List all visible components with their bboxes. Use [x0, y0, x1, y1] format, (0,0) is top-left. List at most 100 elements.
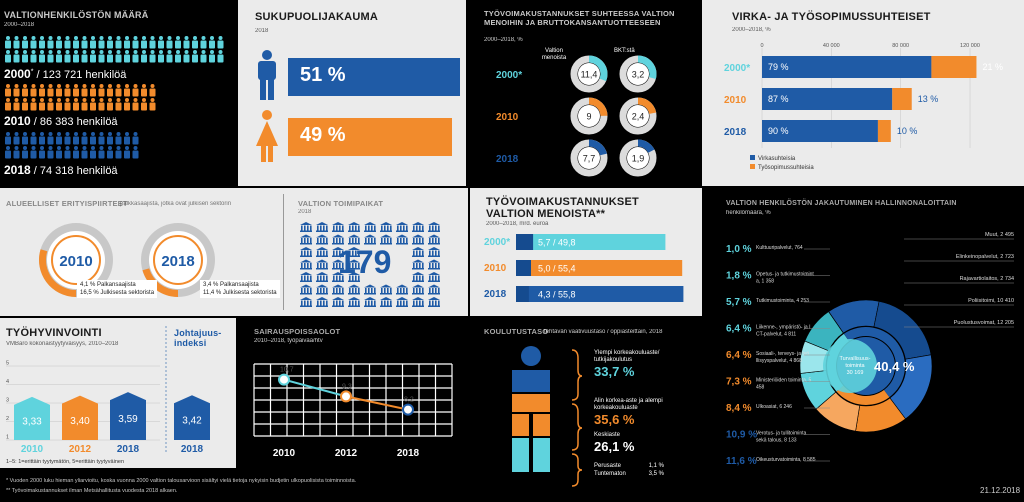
person-body [90, 150, 96, 159]
person-head [167, 36, 172, 40]
person-body [115, 40, 122, 49]
donut-value-arc [638, 97, 657, 114]
person-body [64, 88, 71, 97]
sector-label: Kulttuuripalvelut, 764 [756, 245, 803, 251]
building-column [413, 225, 415, 231]
building-roof [412, 234, 424, 238]
building-column [336, 275, 338, 281]
person-head [116, 50, 121, 54]
labor-cost-bar [516, 260, 531, 276]
donut-value-arc [589, 139, 607, 156]
sector-pct: 10,9 % [726, 430, 757, 441]
absences-value: 9,3 [342, 383, 352, 390]
person-body [98, 102, 105, 111]
person-icon [30, 50, 37, 63]
person-head [82, 36, 87, 40]
building-base [300, 268, 312, 270]
building-column [301, 288, 303, 293]
building-column [358, 238, 360, 243]
absences-line-segment [283, 378, 347, 398]
person-body [149, 88, 156, 97]
female-pct: 49 % [300, 124, 346, 146]
building-column [419, 300, 421, 306]
person-body [124, 102, 130, 111]
edu-item-3-pct: 26,1 % [594, 439, 635, 454]
building-column [429, 263, 431, 268]
building-roof [332, 247, 344, 250]
building-column [307, 275, 309, 281]
person-head [23, 132, 27, 136]
sector-pct: 6,4 % [726, 324, 752, 335]
building-column [333, 300, 335, 306]
person-body [115, 54, 122, 63]
person-body [107, 150, 113, 159]
person-body [56, 102, 62, 111]
building-roof [428, 284, 440, 288]
building-column [301, 263, 303, 268]
staff-label-2018: 2018 / 74 318 henkilöä [4, 163, 118, 177]
building-column [317, 275, 319, 281]
building-roof [316, 222, 328, 225]
person-head [65, 98, 70, 102]
building-roof [380, 234, 392, 238]
person-head [116, 132, 121, 136]
building-column [339, 275, 341, 281]
building-column [339, 225, 341, 231]
building-icon [428, 222, 440, 232]
person-icon [107, 50, 113, 63]
building-column [368, 238, 370, 243]
donut-label: 1,9 [632, 154, 645, 164]
person-icon [192, 36, 198, 49]
person-icon [64, 36, 71, 49]
building-column [400, 225, 402, 231]
person-icon [107, 132, 113, 145]
building-column [400, 300, 402, 306]
person-head [57, 146, 61, 150]
building-column [342, 263, 344, 268]
building-base [412, 230, 424, 232]
building-column [301, 300, 303, 306]
building-icon [316, 259, 328, 270]
building-base [332, 305, 344, 307]
building-column [342, 275, 344, 281]
building-column [432, 300, 434, 306]
gender-title: SUKUPUOLIJAKAUMA [255, 11, 378, 23]
building-column [349, 300, 351, 306]
building-roof [428, 247, 440, 250]
person-body [30, 40, 37, 49]
person-head [82, 146, 87, 150]
person-icon [22, 84, 28, 97]
person-body [132, 102, 139, 111]
person-head [116, 98, 121, 102]
person-icon [81, 146, 88, 159]
building-icon [348, 222, 360, 232]
building-column [339, 238, 341, 243]
person-head [40, 132, 44, 136]
person-body [98, 150, 105, 159]
building-column [435, 238, 437, 243]
building-column [384, 238, 386, 243]
building-column [374, 225, 376, 231]
building-column [432, 250, 434, 256]
person-icon [73, 146, 79, 159]
person-body [98, 40, 105, 49]
building-roof [348, 272, 360, 275]
sector-pct: 6,4 % [726, 350, 752, 361]
staff-year-2010: 2010 [4, 114, 31, 128]
absences-subtitle: 2010–2018, työpäivää/htv [254, 338, 323, 344]
person-body [39, 54, 45, 63]
building-base [332, 243, 344, 245]
person-icon [141, 84, 147, 97]
building-roof [300, 272, 312, 275]
edu-small-1-label: Perusaste [594, 463, 622, 469]
donut-value-arc [589, 97, 608, 116]
donut-center [578, 105, 600, 127]
donut-value-arc [638, 139, 655, 153]
building-column [429, 300, 431, 306]
wellbeing-2010-year: 2010 [21, 444, 44, 455]
building-column [310, 250, 312, 256]
building-column [416, 238, 418, 243]
building-column [304, 275, 306, 281]
person-icon [22, 50, 28, 63]
building-column [304, 300, 306, 306]
